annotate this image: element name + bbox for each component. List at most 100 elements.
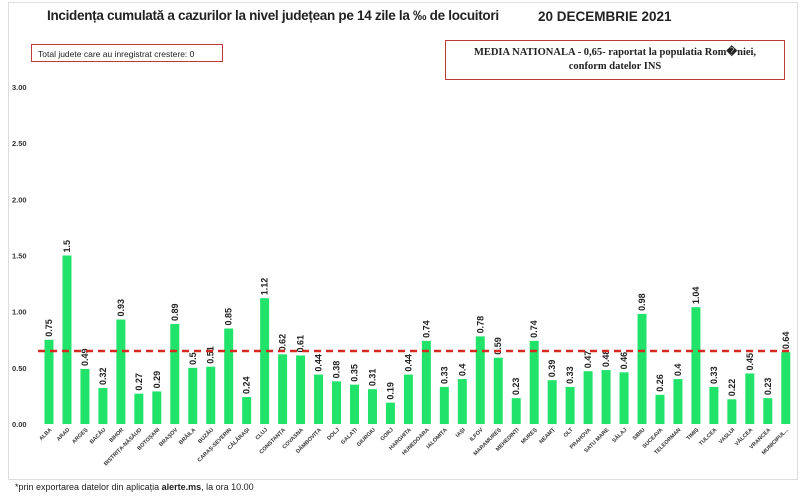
data-label: 0.33 bbox=[439, 366, 449, 384]
bar-municipul... bbox=[781, 352, 791, 424]
y-tick-label: 0.00 bbox=[12, 420, 27, 429]
data-label: 0.59 bbox=[493, 337, 503, 355]
data-label: 0.35 bbox=[349, 364, 359, 382]
data-label: 0.49 bbox=[80, 348, 90, 366]
bar-constanța bbox=[278, 354, 288, 424]
data-label: 0.44 bbox=[314, 354, 324, 372]
data-label: 0.74 bbox=[421, 320, 431, 338]
bar-suceava bbox=[655, 394, 665, 424]
y-tick-label: 1.00 bbox=[12, 308, 27, 317]
bar-tulcea bbox=[709, 386, 719, 424]
category-label: OLT bbox=[563, 427, 575, 439]
data-label: 0.44 bbox=[403, 354, 413, 372]
data-label: 0.33 bbox=[565, 366, 575, 384]
data-label: 0.23 bbox=[511, 378, 521, 396]
data-label: 0.29 bbox=[152, 371, 162, 389]
bar-dolj bbox=[332, 381, 342, 424]
bar-mehedinți bbox=[511, 398, 521, 424]
bar-gorj bbox=[385, 402, 395, 424]
bar-galați bbox=[349, 384, 359, 424]
data-label: 0.39 bbox=[547, 360, 557, 378]
category-label: TULCEA bbox=[698, 427, 718, 447]
national-average-line-2: conform datelor INS bbox=[568, 61, 662, 72]
national-average-line-1: MEDIA NATIONALA - 0,65- raportat la popu… bbox=[473, 47, 757, 58]
data-label: 0.33 bbox=[709, 366, 719, 384]
category-label: NEAMȚ bbox=[538, 427, 557, 446]
footnote-bold: alerte.ms bbox=[161, 482, 202, 492]
increase-count-box: Total judete care au inregistrat crester… bbox=[31, 44, 223, 62]
category-label: TIMIȘ bbox=[686, 427, 701, 442]
data-label: 0.85 bbox=[224, 308, 234, 326]
footnote: *prin exportarea datelor din aplicația a… bbox=[15, 482, 254, 492]
data-label: 0.62 bbox=[278, 334, 288, 352]
bar-vaslui bbox=[727, 399, 737, 424]
data-label: 0.26 bbox=[655, 374, 665, 392]
bar-sălaj bbox=[619, 372, 629, 424]
y-tick-label: 0.50 bbox=[12, 364, 27, 373]
data-label: 0.45 bbox=[745, 353, 755, 371]
bar-bacău bbox=[98, 388, 108, 424]
bar-maramureș bbox=[493, 357, 503, 424]
bar-alba bbox=[44, 339, 54, 424]
category-label: ALBA bbox=[38, 427, 53, 442]
bar-bihor bbox=[116, 319, 126, 424]
bar-neamț bbox=[547, 380, 557, 424]
data-label: 0.5 bbox=[188, 352, 198, 365]
data-label: 0.78 bbox=[475, 316, 485, 334]
data-label: 0.61 bbox=[296, 335, 306, 353]
chart-frame bbox=[8, 2, 798, 480]
bar-bistrița-năsăud bbox=[134, 393, 144, 424]
chart-date: 20 DECEMBRIE 2021 bbox=[538, 9, 672, 24]
footnote-suffix: , la ora 10.00 bbox=[201, 482, 254, 492]
category-label: GORJ bbox=[380, 427, 395, 442]
data-label: 1.12 bbox=[260, 278, 270, 296]
y-tick-label: 2.50 bbox=[12, 139, 27, 148]
bar-olt bbox=[565, 386, 575, 424]
y-tick-label: 2.00 bbox=[12, 195, 27, 204]
bar-hunedoara bbox=[421, 340, 431, 424]
bar-teleorman bbox=[673, 379, 683, 424]
bar-timiș bbox=[691, 307, 701, 424]
category-label: IAȘI bbox=[455, 427, 467, 439]
bar-brașov bbox=[170, 324, 180, 424]
category-label: BRĂILA bbox=[178, 426, 198, 446]
data-label: 0.22 bbox=[727, 379, 737, 397]
bar-ialomița bbox=[439, 386, 449, 424]
bar-satu mare bbox=[601, 370, 611, 424]
data-label: 0.46 bbox=[619, 352, 629, 370]
category-label: CLUJ bbox=[255, 427, 269, 441]
data-label: 0.19 bbox=[385, 382, 395, 400]
category-label: ILFOV bbox=[469, 427, 485, 443]
bar-arad bbox=[62, 255, 72, 424]
data-label: 0.4 bbox=[457, 364, 467, 377]
bar-botoșani bbox=[152, 391, 162, 424]
bar-caraș-severin bbox=[224, 328, 234, 424]
data-label: 0.74 bbox=[529, 320, 539, 338]
bar-argeș bbox=[80, 368, 90, 424]
chart-title: Incidența cumulată a cazurilor la nivel … bbox=[47, 8, 499, 23]
national-average-box: MEDIA NATIONALA - 0,65- raportat la popu… bbox=[445, 40, 785, 80]
category-label: BUZĂU bbox=[197, 426, 216, 445]
data-label: 0.4 bbox=[673, 364, 683, 377]
data-label: 0.51 bbox=[206, 346, 216, 364]
data-label: 1.04 bbox=[691, 287, 701, 305]
bar-cluj bbox=[260, 298, 270, 424]
category-label: BACĂU bbox=[88, 426, 107, 445]
data-label: 0.48 bbox=[601, 350, 611, 368]
data-label: 0.32 bbox=[98, 368, 108, 386]
data-label: 0.47 bbox=[583, 351, 593, 369]
bar-harghita bbox=[403, 374, 413, 424]
data-label: 0.93 bbox=[116, 299, 126, 317]
data-label: 0.89 bbox=[170, 303, 180, 321]
footnote-prefix: *prin exportarea datelor din aplicația bbox=[15, 482, 162, 492]
category-label: GIURGIU bbox=[356, 427, 377, 448]
bar-giurgiu bbox=[367, 389, 377, 424]
data-label: 1.5 bbox=[62, 240, 72, 253]
data-label: 0.98 bbox=[637, 293, 647, 311]
category-label: DOLJ bbox=[326, 427, 341, 442]
data-label: 0.24 bbox=[242, 377, 252, 395]
data-label: 0.31 bbox=[367, 369, 377, 387]
bar-buzău bbox=[206, 366, 216, 424]
category-label: ARAD bbox=[56, 427, 71, 442]
